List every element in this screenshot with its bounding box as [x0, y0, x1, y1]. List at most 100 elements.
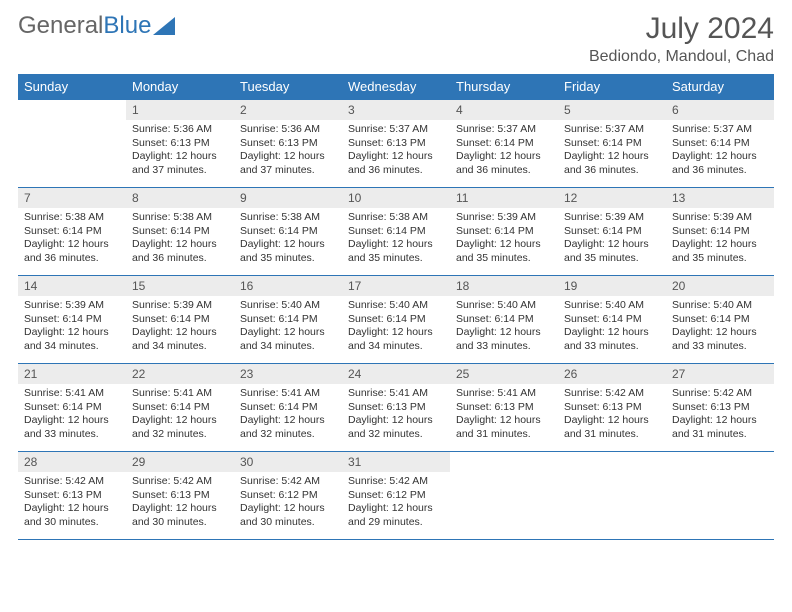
day-body: Sunrise: 5:41 AMSunset: 6:14 PMDaylight:… — [18, 384, 126, 447]
day-number: 28 — [18, 452, 126, 472]
calendar-cell: 20Sunrise: 5:40 AMSunset: 6:14 PMDayligh… — [666, 276, 774, 364]
calendar-cell: 30Sunrise: 5:42 AMSunset: 6:12 PMDayligh… — [234, 452, 342, 540]
day-number: 8 — [126, 188, 234, 208]
logo-text-blue: Blue — [103, 12, 151, 40]
calendar-cell: 9Sunrise: 5:38 AMSunset: 6:14 PMDaylight… — [234, 188, 342, 276]
day-number: 18 — [450, 276, 558, 296]
calendar-cell: 5Sunrise: 5:37 AMSunset: 6:14 PMDaylight… — [558, 100, 666, 188]
location: Bediondo, Mandoul, Chad — [589, 48, 774, 66]
day-body: Sunrise: 5:37 AMSunset: 6:14 PMDaylight:… — [558, 120, 666, 183]
day-body: Sunrise: 5:38 AMSunset: 6:14 PMDaylight:… — [234, 208, 342, 271]
weekday-header: Friday — [558, 74, 666, 100]
day-number: 17 — [342, 276, 450, 296]
calendar-cell: 14Sunrise: 5:39 AMSunset: 6:14 PMDayligh… — [18, 276, 126, 364]
calendar-cell: 28Sunrise: 5:42 AMSunset: 6:13 PMDayligh… — [18, 452, 126, 540]
calendar-cell: 25Sunrise: 5:41 AMSunset: 6:13 PMDayligh… — [450, 364, 558, 452]
calendar-cell: 13Sunrise: 5:39 AMSunset: 6:14 PMDayligh… — [666, 188, 774, 276]
calendar-body: 1Sunrise: 5:36 AMSunset: 6:13 PMDaylight… — [18, 100, 774, 540]
day-body: Sunrise: 5:39 AMSunset: 6:14 PMDaylight:… — [558, 208, 666, 271]
day-body: Sunrise: 5:39 AMSunset: 6:14 PMDaylight:… — [450, 208, 558, 271]
title-block: July 2024 Bediondo, Mandoul, Chad — [589, 12, 774, 66]
calendar-cell — [666, 452, 774, 540]
day-number: 1 — [126, 100, 234, 120]
day-number: 30 — [234, 452, 342, 472]
day-body: Sunrise: 5:38 AMSunset: 6:14 PMDaylight:… — [342, 208, 450, 271]
calendar-cell: 21Sunrise: 5:41 AMSunset: 6:14 PMDayligh… — [18, 364, 126, 452]
calendar-cell: 19Sunrise: 5:40 AMSunset: 6:14 PMDayligh… — [558, 276, 666, 364]
calendar-cell — [450, 452, 558, 540]
weekday-header: Saturday — [666, 74, 774, 100]
calendar-cell: 17Sunrise: 5:40 AMSunset: 6:14 PMDayligh… — [342, 276, 450, 364]
day-number: 19 — [558, 276, 666, 296]
day-body: Sunrise: 5:36 AMSunset: 6:13 PMDaylight:… — [234, 120, 342, 183]
calendar-cell: 27Sunrise: 5:42 AMSunset: 6:13 PMDayligh… — [666, 364, 774, 452]
calendar-cell: 31Sunrise: 5:42 AMSunset: 6:12 PMDayligh… — [342, 452, 450, 540]
day-number: 20 — [666, 276, 774, 296]
day-number: 9 — [234, 188, 342, 208]
day-number: 29 — [126, 452, 234, 472]
day-number: 4 — [450, 100, 558, 120]
day-number: 14 — [18, 276, 126, 296]
calendar-cell: 29Sunrise: 5:42 AMSunset: 6:13 PMDayligh… — [126, 452, 234, 540]
day-body: Sunrise: 5:42 AMSunset: 6:12 PMDaylight:… — [234, 472, 342, 535]
day-body: Sunrise: 5:36 AMSunset: 6:13 PMDaylight:… — [126, 120, 234, 183]
calendar-table: SundayMondayTuesdayWednesdayThursdayFrid… — [18, 74, 774, 540]
calendar-cell: 8Sunrise: 5:38 AMSunset: 6:14 PMDaylight… — [126, 188, 234, 276]
calendar-cell: 15Sunrise: 5:39 AMSunset: 6:14 PMDayligh… — [126, 276, 234, 364]
day-number: 15 — [126, 276, 234, 296]
day-body: Sunrise: 5:41 AMSunset: 6:13 PMDaylight:… — [450, 384, 558, 447]
day-body: Sunrise: 5:41 AMSunset: 6:13 PMDaylight:… — [342, 384, 450, 447]
day-body: Sunrise: 5:42 AMSunset: 6:13 PMDaylight:… — [558, 384, 666, 447]
month-title: July 2024 — [589, 12, 774, 46]
day-number: 7 — [18, 188, 126, 208]
calendar-head: SundayMondayTuesdayWednesdayThursdayFrid… — [18, 74, 774, 100]
calendar-cell: 7Sunrise: 5:38 AMSunset: 6:14 PMDaylight… — [18, 188, 126, 276]
calendar-cell: 6Sunrise: 5:37 AMSunset: 6:14 PMDaylight… — [666, 100, 774, 188]
day-number: 3 — [342, 100, 450, 120]
calendar-cell: 1Sunrise: 5:36 AMSunset: 6:13 PMDaylight… — [126, 100, 234, 188]
day-body: Sunrise: 5:41 AMSunset: 6:14 PMDaylight:… — [234, 384, 342, 447]
weekday-header: Thursday — [450, 74, 558, 100]
calendar-cell: 4Sunrise: 5:37 AMSunset: 6:14 PMDaylight… — [450, 100, 558, 188]
calendar-cell: 16Sunrise: 5:40 AMSunset: 6:14 PMDayligh… — [234, 276, 342, 364]
day-number: 24 — [342, 364, 450, 384]
day-body: Sunrise: 5:40 AMSunset: 6:14 PMDaylight:… — [558, 296, 666, 359]
logo-triangle-icon — [153, 17, 175, 35]
calendar-cell: 3Sunrise: 5:37 AMSunset: 6:13 PMDaylight… — [342, 100, 450, 188]
day-body: Sunrise: 5:37 AMSunset: 6:14 PMDaylight:… — [666, 120, 774, 183]
calendar-cell: 12Sunrise: 5:39 AMSunset: 6:14 PMDayligh… — [558, 188, 666, 276]
day-number: 26 — [558, 364, 666, 384]
day-number: 21 — [18, 364, 126, 384]
calendar-cell: 11Sunrise: 5:39 AMSunset: 6:14 PMDayligh… — [450, 188, 558, 276]
calendar-cell: 22Sunrise: 5:41 AMSunset: 6:14 PMDayligh… — [126, 364, 234, 452]
day-number: 2 — [234, 100, 342, 120]
day-body: Sunrise: 5:37 AMSunset: 6:14 PMDaylight:… — [450, 120, 558, 183]
calendar-cell — [558, 452, 666, 540]
day-number: 10 — [342, 188, 450, 208]
day-number: 31 — [342, 452, 450, 472]
calendar-cell: 23Sunrise: 5:41 AMSunset: 6:14 PMDayligh… — [234, 364, 342, 452]
day-body: Sunrise: 5:42 AMSunset: 6:13 PMDaylight:… — [126, 472, 234, 535]
day-body: Sunrise: 5:38 AMSunset: 6:14 PMDaylight:… — [126, 208, 234, 271]
calendar-cell — [18, 100, 126, 188]
day-body: Sunrise: 5:40 AMSunset: 6:14 PMDaylight:… — [234, 296, 342, 359]
calendar-cell: 18Sunrise: 5:40 AMSunset: 6:14 PMDayligh… — [450, 276, 558, 364]
day-number: 16 — [234, 276, 342, 296]
day-body: Sunrise: 5:39 AMSunset: 6:14 PMDaylight:… — [18, 296, 126, 359]
day-number: 12 — [558, 188, 666, 208]
day-body: Sunrise: 5:40 AMSunset: 6:14 PMDaylight:… — [666, 296, 774, 359]
day-body: Sunrise: 5:39 AMSunset: 6:14 PMDaylight:… — [666, 208, 774, 271]
calendar-cell: 24Sunrise: 5:41 AMSunset: 6:13 PMDayligh… — [342, 364, 450, 452]
day-body: Sunrise: 5:42 AMSunset: 6:13 PMDaylight:… — [666, 384, 774, 447]
weekday-header: Wednesday — [342, 74, 450, 100]
calendar-cell: 10Sunrise: 5:38 AMSunset: 6:14 PMDayligh… — [342, 188, 450, 276]
day-body: Sunrise: 5:39 AMSunset: 6:14 PMDaylight:… — [126, 296, 234, 359]
header: GeneralBlue July 2024 Bediondo, Mandoul,… — [18, 12, 774, 66]
day-number: 13 — [666, 188, 774, 208]
day-body: Sunrise: 5:40 AMSunset: 6:14 PMDaylight:… — [450, 296, 558, 359]
logo-text-gray: General — [18, 12, 103, 40]
day-body: Sunrise: 5:41 AMSunset: 6:14 PMDaylight:… — [126, 384, 234, 447]
weekday-header: Monday — [126, 74, 234, 100]
day-body: Sunrise: 5:37 AMSunset: 6:13 PMDaylight:… — [342, 120, 450, 183]
day-number: 23 — [234, 364, 342, 384]
